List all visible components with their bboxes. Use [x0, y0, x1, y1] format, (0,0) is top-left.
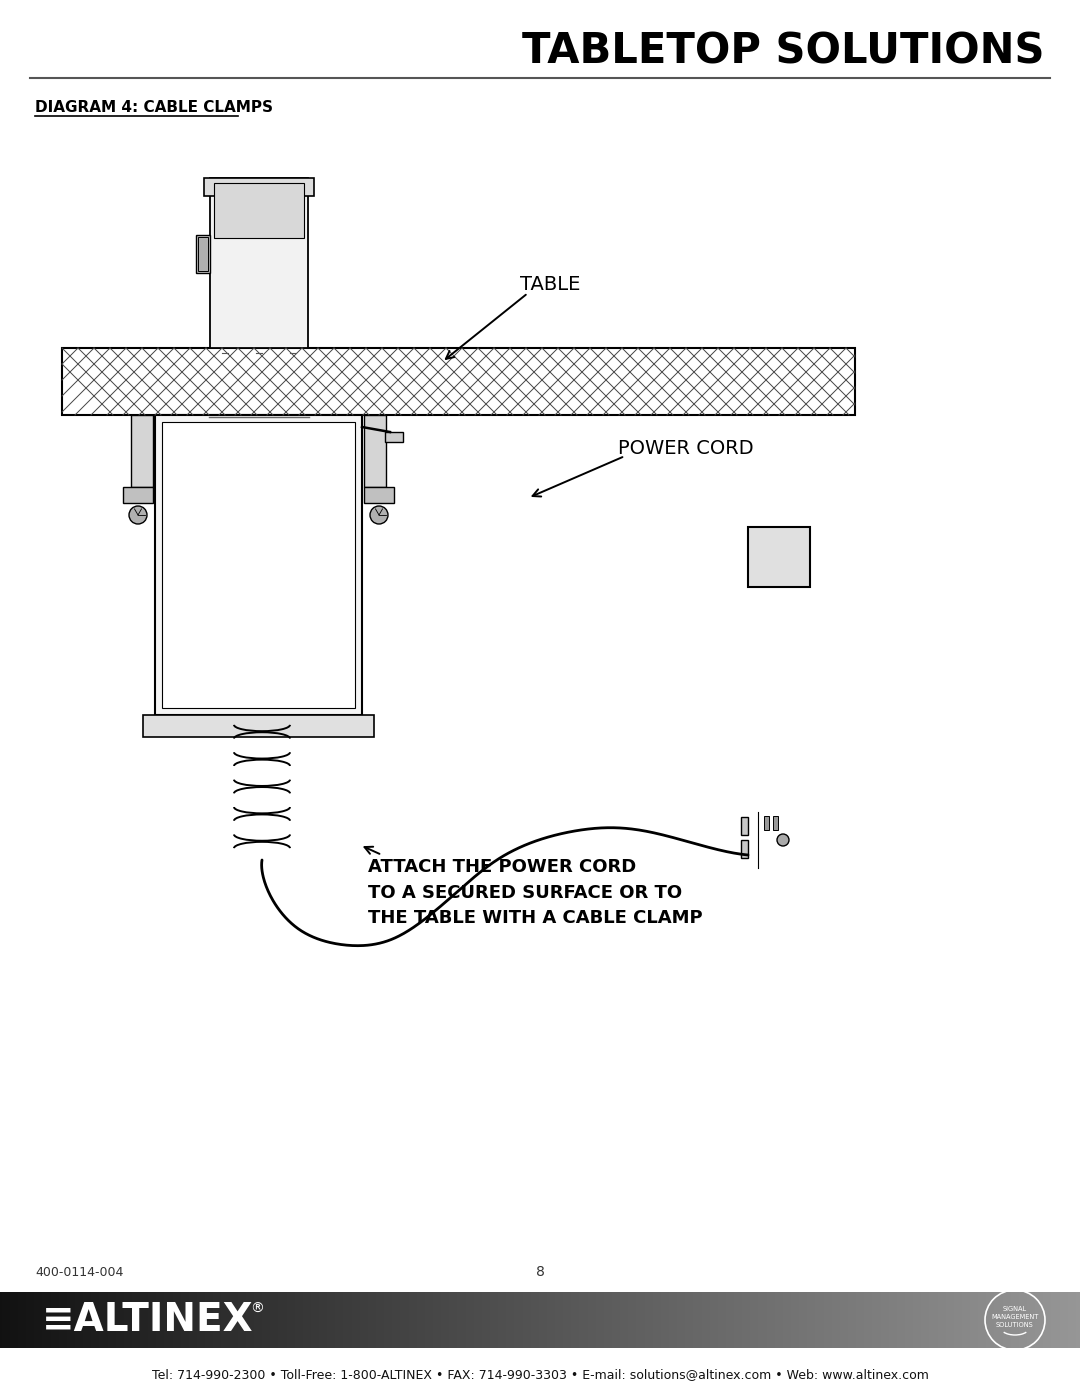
Text: TABLETOP SOLUTIONS: TABLETOP SOLUTIONS	[523, 31, 1045, 73]
Bar	[384, 432, 403, 441]
Bar	[156, 415, 362, 715]
Bar	[741, 840, 748, 858]
Text: 400-0114-004: 400-0114-004	[35, 1266, 123, 1278]
Bar	[143, 715, 374, 738]
Bar	[764, 816, 769, 830]
Bar	[364, 488, 394, 503]
Circle shape	[777, 834, 789, 847]
Polygon shape	[748, 527, 810, 587]
Bar	[62, 348, 855, 415]
Bar	[131, 415, 153, 488]
Bar	[198, 237, 208, 271]
Bar	[195, 235, 210, 272]
Text: ≡ALTINEX: ≡ALTINEX	[42, 1301, 254, 1338]
Text: Tel: 714-990-2300 • Toll-Free: 1-800-ALTINEX • FAX: 714-990-3303 • E-mail: solut: Tel: 714-990-2300 • Toll-Free: 1-800-ALT…	[151, 1369, 929, 1382]
Text: SIGNAL
MANAGEMENT
SOLUTIONS: SIGNAL MANAGEMENT SOLUTIONS	[991, 1306, 1039, 1329]
Bar	[210, 177, 308, 348]
Text: ATTACH THE POWER CORD
TO A SECURED SURFACE OR TO
THE TABLE WITH A CABLE CLAMP: ATTACH THE POWER CORD TO A SECURED SURFA…	[368, 858, 703, 928]
Text: TABLE: TABLE	[519, 275, 580, 295]
Bar	[62, 348, 855, 415]
Circle shape	[129, 506, 147, 524]
Bar	[123, 488, 153, 503]
Text: 8: 8	[536, 1266, 544, 1280]
Text: POWER CORD: POWER CORD	[618, 439, 754, 457]
Bar	[204, 177, 314, 196]
Text: DIAGRAM 4: CABLE CLAMPS: DIAGRAM 4: CABLE CLAMPS	[35, 101, 273, 116]
Bar	[741, 817, 748, 835]
Bar	[773, 816, 778, 830]
Bar	[162, 422, 355, 708]
Circle shape	[370, 506, 388, 524]
Bar	[214, 183, 303, 237]
Bar	[364, 415, 386, 488]
Text: ®: ®	[249, 1302, 264, 1316]
